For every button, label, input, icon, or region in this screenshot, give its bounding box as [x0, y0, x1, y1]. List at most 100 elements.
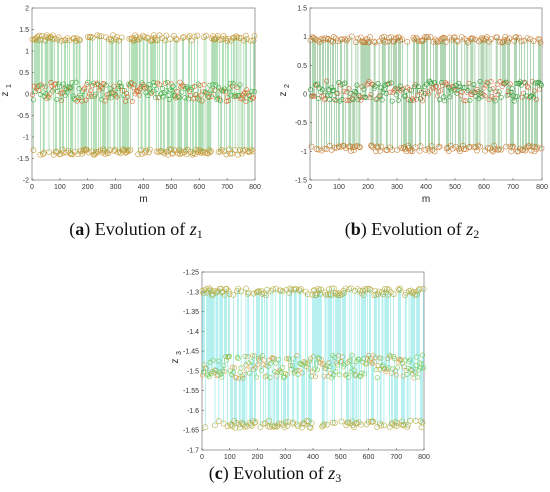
data-point	[487, 86, 493, 92]
data-point	[71, 35, 78, 41]
data-point	[171, 32, 177, 39]
data-point	[357, 94, 363, 100]
x-tick-label: 0	[308, 184, 312, 191]
x-tick-label: 0	[200, 454, 204, 461]
data-point	[40, 151, 47, 157]
data-point	[222, 369, 228, 375]
y-tick-label: 0.5	[297, 63, 307, 70]
data-point	[113, 34, 120, 41]
data-point	[51, 86, 57, 92]
data-point	[308, 143, 315, 150]
data-point	[370, 418, 377, 425]
data-point	[347, 420, 354, 427]
data-point	[165, 93, 171, 99]
data-point	[534, 144, 541, 151]
data-point	[261, 290, 268, 297]
data-point	[216, 37, 223, 44]
x-tick-label: 400	[307, 454, 319, 461]
data-point	[437, 97, 443, 103]
data-point	[382, 39, 389, 45]
data-point	[453, 37, 460, 44]
data-point	[433, 38, 440, 45]
data-point	[100, 81, 106, 87]
data-point	[392, 356, 398, 362]
data-point	[378, 355, 384, 361]
data-point	[417, 418, 424, 424]
data-point	[76, 85, 82, 91]
data-point	[220, 420, 227, 427]
data-point	[305, 418, 312, 425]
data-point	[298, 286, 304, 292]
data-point	[95, 148, 102, 155]
data-point	[505, 39, 512, 46]
data-point	[348, 369, 354, 375]
data-point	[152, 37, 159, 44]
data-point	[527, 36, 534, 43]
data-point	[198, 92, 204, 98]
caption-c: (c) Evolution of z3	[208, 463, 342, 485]
data-point	[267, 375, 273, 381]
data-point	[375, 80, 381, 86]
data-point	[64, 89, 70, 95]
data-point	[424, 34, 431, 41]
data-point	[96, 33, 103, 40]
y-tick-label: 0	[25, 92, 29, 99]
data-point	[261, 357, 267, 363]
y-tick-label: -1.4	[187, 329, 199, 336]
data-point	[80, 146, 87, 153]
data-point	[488, 36, 494, 43]
data-point	[320, 87, 326, 93]
data-point	[513, 34, 520, 40]
data-point	[266, 417, 272, 424]
data-point	[403, 88, 409, 94]
data-point	[459, 142, 466, 149]
data-point	[252, 353, 258, 359]
data-point	[211, 288, 217, 294]
x-tick-label: 400	[138, 184, 150, 191]
data-point	[243, 285, 249, 292]
data-point	[372, 354, 378, 360]
data-point	[307, 358, 313, 364]
y-tick-label: 1	[25, 49, 29, 56]
data-point	[454, 38, 461, 45]
data-point	[247, 37, 254, 44]
data-point	[217, 285, 224, 292]
data-point	[118, 34, 125, 41]
data-point	[336, 353, 342, 359]
data-point	[399, 36, 406, 43]
data-point	[199, 98, 205, 104]
data-point	[352, 288, 358, 294]
data-point	[492, 98, 498, 104]
data-point	[338, 359, 344, 365]
data-point	[210, 291, 216, 298]
data-point	[435, 144, 442, 151]
data-point	[271, 423, 277, 430]
data-point	[495, 146, 502, 153]
data-point	[235, 355, 241, 361]
x-tick-label: 800	[536, 184, 548, 191]
data-point	[251, 95, 257, 101]
data-point	[31, 36, 38, 43]
data-point	[537, 39, 544, 46]
data-point	[314, 290, 321, 297]
data-point	[47, 91, 53, 97]
data-point	[59, 97, 65, 103]
data-point	[321, 145, 328, 152]
data-point	[358, 373, 364, 379]
data-point	[129, 99, 135, 105]
data-point	[160, 149, 167, 156]
data-point	[226, 86, 232, 92]
data-point	[207, 149, 213, 156]
data-point	[242, 32, 249, 39]
data-point	[341, 362, 347, 368]
data-point	[516, 34, 523, 41]
data-point	[434, 83, 440, 89]
data-point	[243, 423, 250, 430]
data-point	[254, 374, 260, 380]
data-point	[58, 90, 64, 96]
data-point	[191, 83, 197, 89]
data-point	[408, 366, 414, 372]
x-tick-label: 600	[363, 454, 375, 461]
data-point	[350, 147, 357, 154]
data-point	[449, 145, 456, 152]
